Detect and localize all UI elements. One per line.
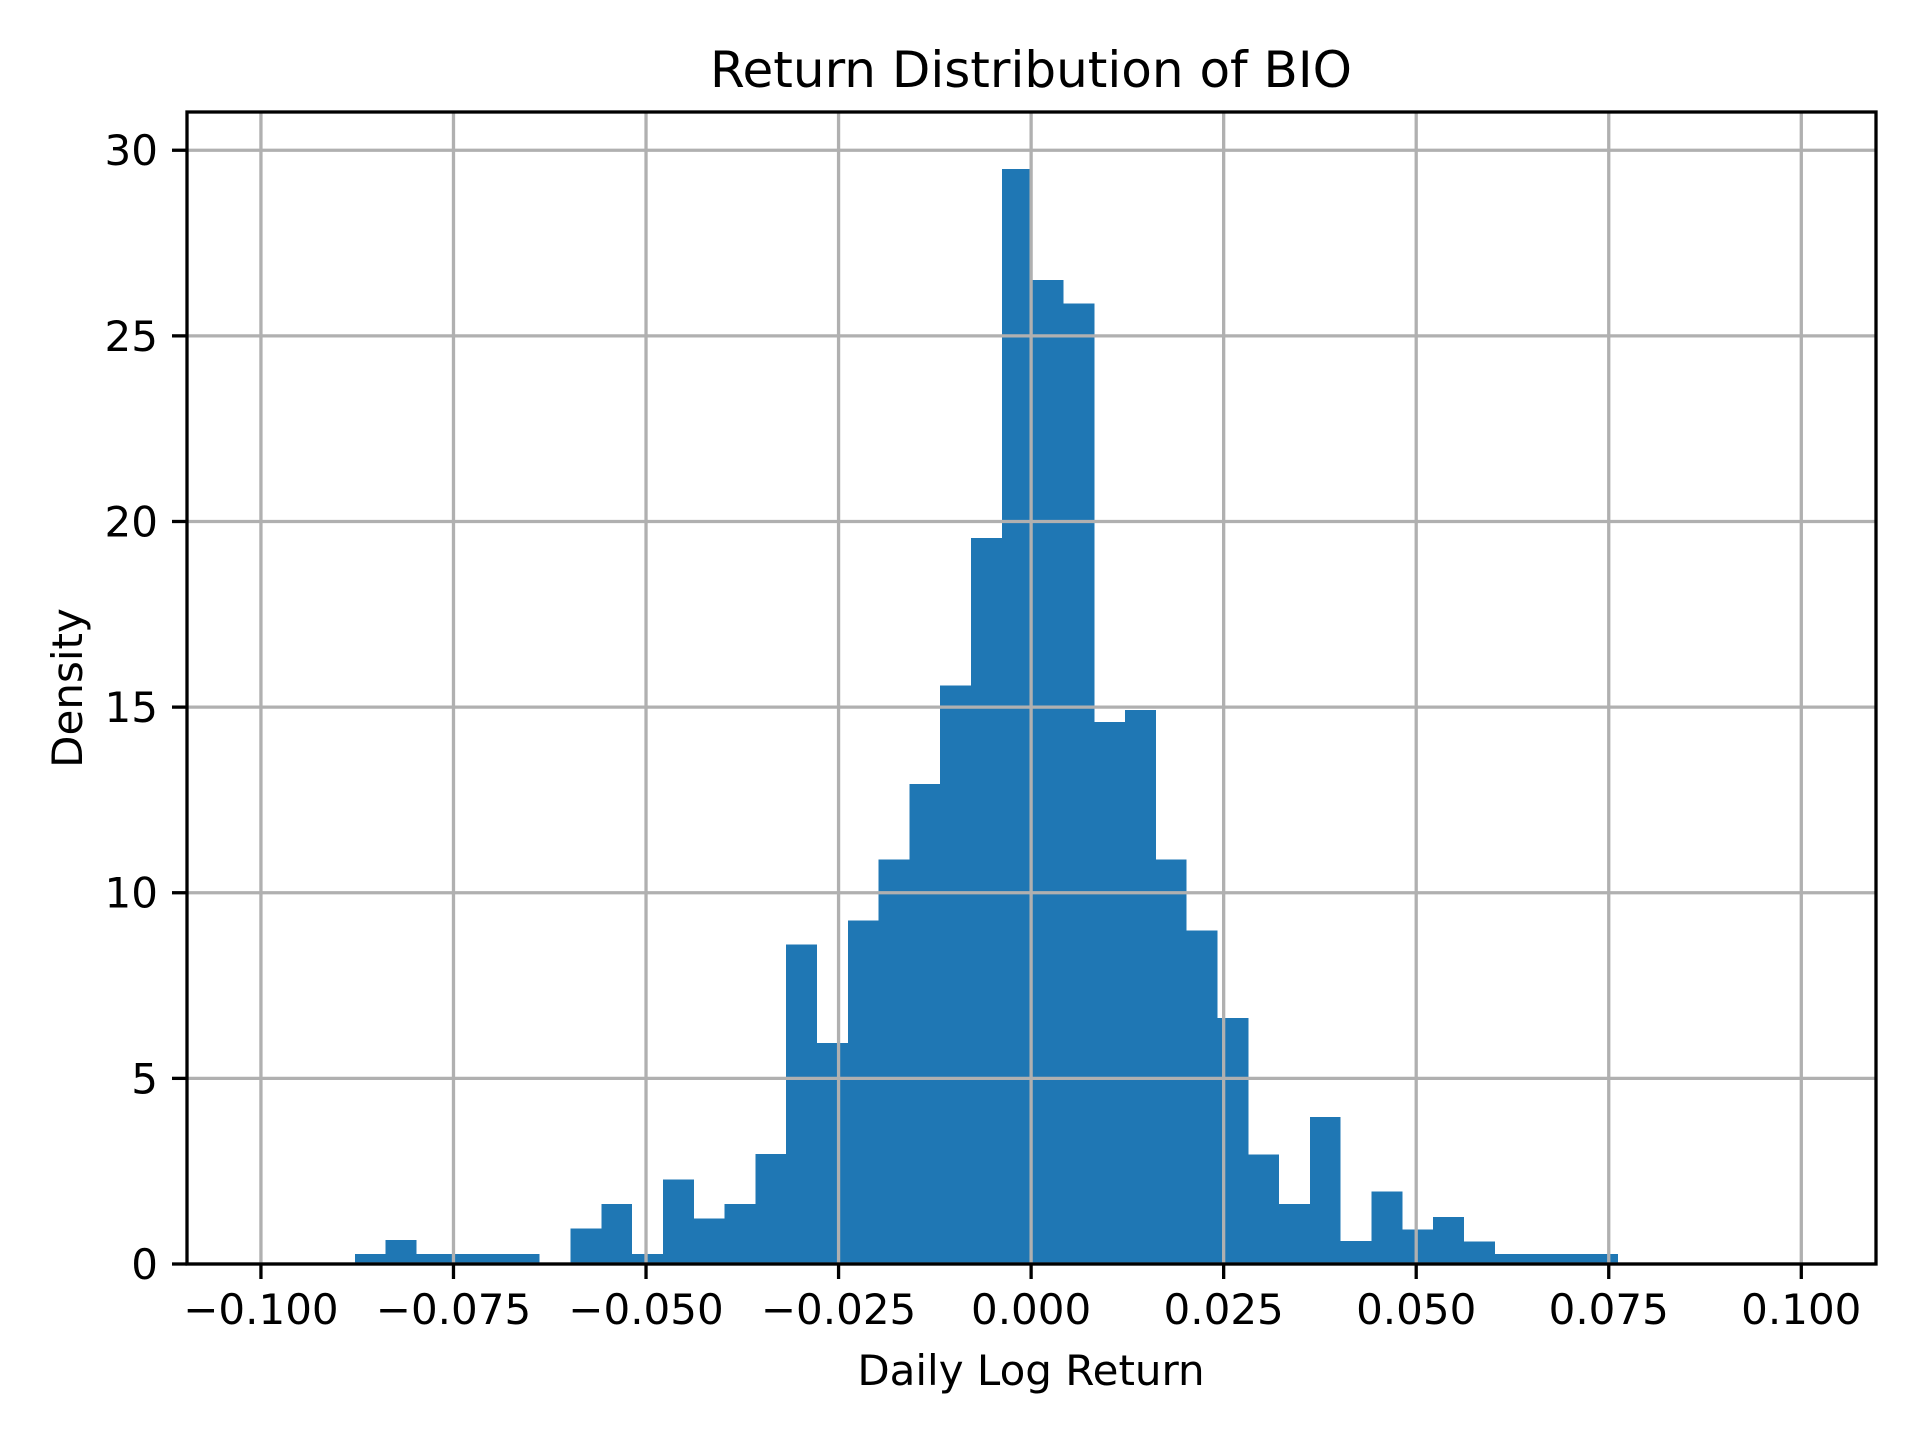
histogram-bar — [1433, 1216, 1464, 1264]
histogram-bar — [817, 1043, 848, 1264]
histogram-bar — [1587, 1254, 1618, 1264]
histogram-bar — [354, 1254, 386, 1264]
histogram-bar — [1556, 1254, 1588, 1264]
tick-labels-layer: −0.100 −0.075 −0.050 −0.025 0.000 0.025 0.050 0… — [105, 126, 1862, 1334]
histogram-bar — [1464, 1241, 1495, 1264]
histogram-bar — [1371, 1191, 1403, 1264]
histogram-bar — [1340, 1241, 1372, 1264]
x-tick-label: 0.075 — [1549, 1285, 1669, 1334]
histogram-bar — [971, 538, 1002, 1264]
histogram-bar — [1186, 930, 1218, 1264]
y-tick-label: 10 — [105, 869, 158, 918]
y-axis-label: Density — [43, 608, 92, 768]
histogram-bar — [1309, 1117, 1341, 1264]
y-tick-label: 30 — [105, 126, 158, 175]
x-axis-label: Daily Log Return — [857, 1346, 1204, 1395]
histogram-bar — [478, 1254, 509, 1264]
x-tick-label: −0.050 — [568, 1285, 723, 1334]
histogram-bar — [1155, 859, 1187, 1264]
histogram-bar — [601, 1203, 633, 1264]
x-tick-label: 0.050 — [1356, 1285, 1476, 1334]
histogram-bar — [663, 1179, 694, 1264]
chart-title: Return Distribution of BIO — [710, 41, 1352, 99]
x-tick-label: −0.025 — [761, 1285, 916, 1334]
histogram-bar — [693, 1218, 725, 1264]
y-tick-label: 0 — [131, 1240, 158, 1289]
histogram-bar — [1063, 303, 1095, 1265]
histogram-bar — [1248, 1154, 1280, 1264]
histogram-bar — [724, 1203, 756, 1264]
histogram-bar — [847, 920, 879, 1264]
histogram-bar — [755, 1154, 787, 1264]
tick-marks-layer — [172, 148, 1803, 1279]
histogram-bar — [1279, 1203, 1310, 1264]
histogram-bar — [416, 1254, 448, 1264]
y-tick-label: 5 — [131, 1054, 158, 1103]
histogram-bar — [940, 685, 971, 1264]
histogram-bars-layer — [354, 168, 1618, 1265]
histogram-bar — [909, 784, 941, 1264]
histogram-bar — [1094, 722, 1126, 1264]
histogram-bar — [385, 1239, 417, 1264]
y-tick-label: 20 — [105, 497, 158, 546]
histogram-bar — [508, 1254, 540, 1264]
histogram-bar — [878, 859, 910, 1264]
x-tick-label: 0.025 — [1164, 1285, 1284, 1334]
x-tick-label: −0.075 — [376, 1285, 531, 1334]
histogram-bar — [1125, 710, 1156, 1264]
histogram-bar — [447, 1254, 479, 1264]
x-tick-label: −0.100 — [183, 1285, 338, 1334]
x-tick-label: 0.100 — [1741, 1285, 1861, 1334]
histogram-bar — [1525, 1254, 1557, 1264]
gridlines-layer — [187, 112, 1876, 1266]
histogram-bar — [786, 944, 817, 1264]
histogram-bar — [1032, 280, 1064, 1264]
histogram-bar — [1001, 168, 1033, 1264]
histogram-bar — [1494, 1254, 1526, 1264]
histogram-bar — [570, 1228, 602, 1264]
y-tick-label: 15 — [105, 683, 158, 732]
x-tick-label: 0.000 — [971, 1285, 1091, 1334]
y-tick-label: 25 — [105, 312, 158, 361]
